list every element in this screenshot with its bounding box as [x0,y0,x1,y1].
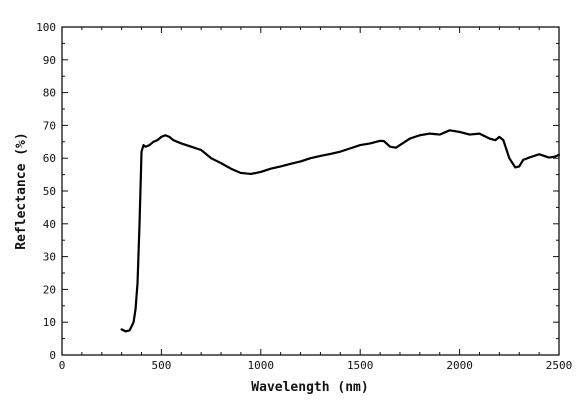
x-tick-label: 500 [151,359,171,372]
y-tick-label: 70 [43,119,56,132]
y-tick-label: 40 [43,218,56,231]
reflectance-series-line [120,129,561,333]
x-tick-label: 1500 [347,359,374,372]
x-tick-label: 2500 [546,359,573,372]
y-tick-label: 90 [43,54,56,67]
y-tick-label: 10 [43,316,56,329]
x-tick-label: 0 [59,359,66,372]
y-axis-label: Reflectance (%) [14,132,29,249]
plot-frame [61,26,560,356]
y-tick-label: 100 [36,21,56,34]
x-tick-label: 1000 [248,359,275,372]
y-tick-label: 0 [49,349,56,362]
x-axis-label: Wavelength (nm) [251,380,368,395]
y-tick-label: 30 [43,251,56,264]
y-tick-label: 80 [43,87,56,100]
y-tick-label: 50 [43,185,56,198]
x-tick-label: 2000 [446,359,473,372]
y-tick-label: 20 [43,283,56,296]
y-tick-label: 60 [43,152,56,165]
